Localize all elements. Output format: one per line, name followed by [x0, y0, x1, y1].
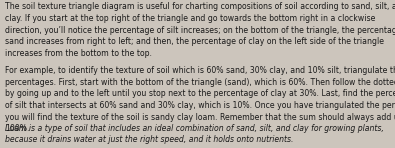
Text: For example, to identify the texture of soil which is 60% sand, 30% clay, and 10: For example, to identify the texture of … [5, 66, 395, 133]
Text: The soil texture triangle diagram is useful for charting compositions of soil ac: The soil texture triangle diagram is use… [5, 2, 395, 58]
Text: Loam is a type of soil that includes an ideal combination of sand, silt, and cla: Loam is a type of soil that includes an … [5, 124, 384, 144]
